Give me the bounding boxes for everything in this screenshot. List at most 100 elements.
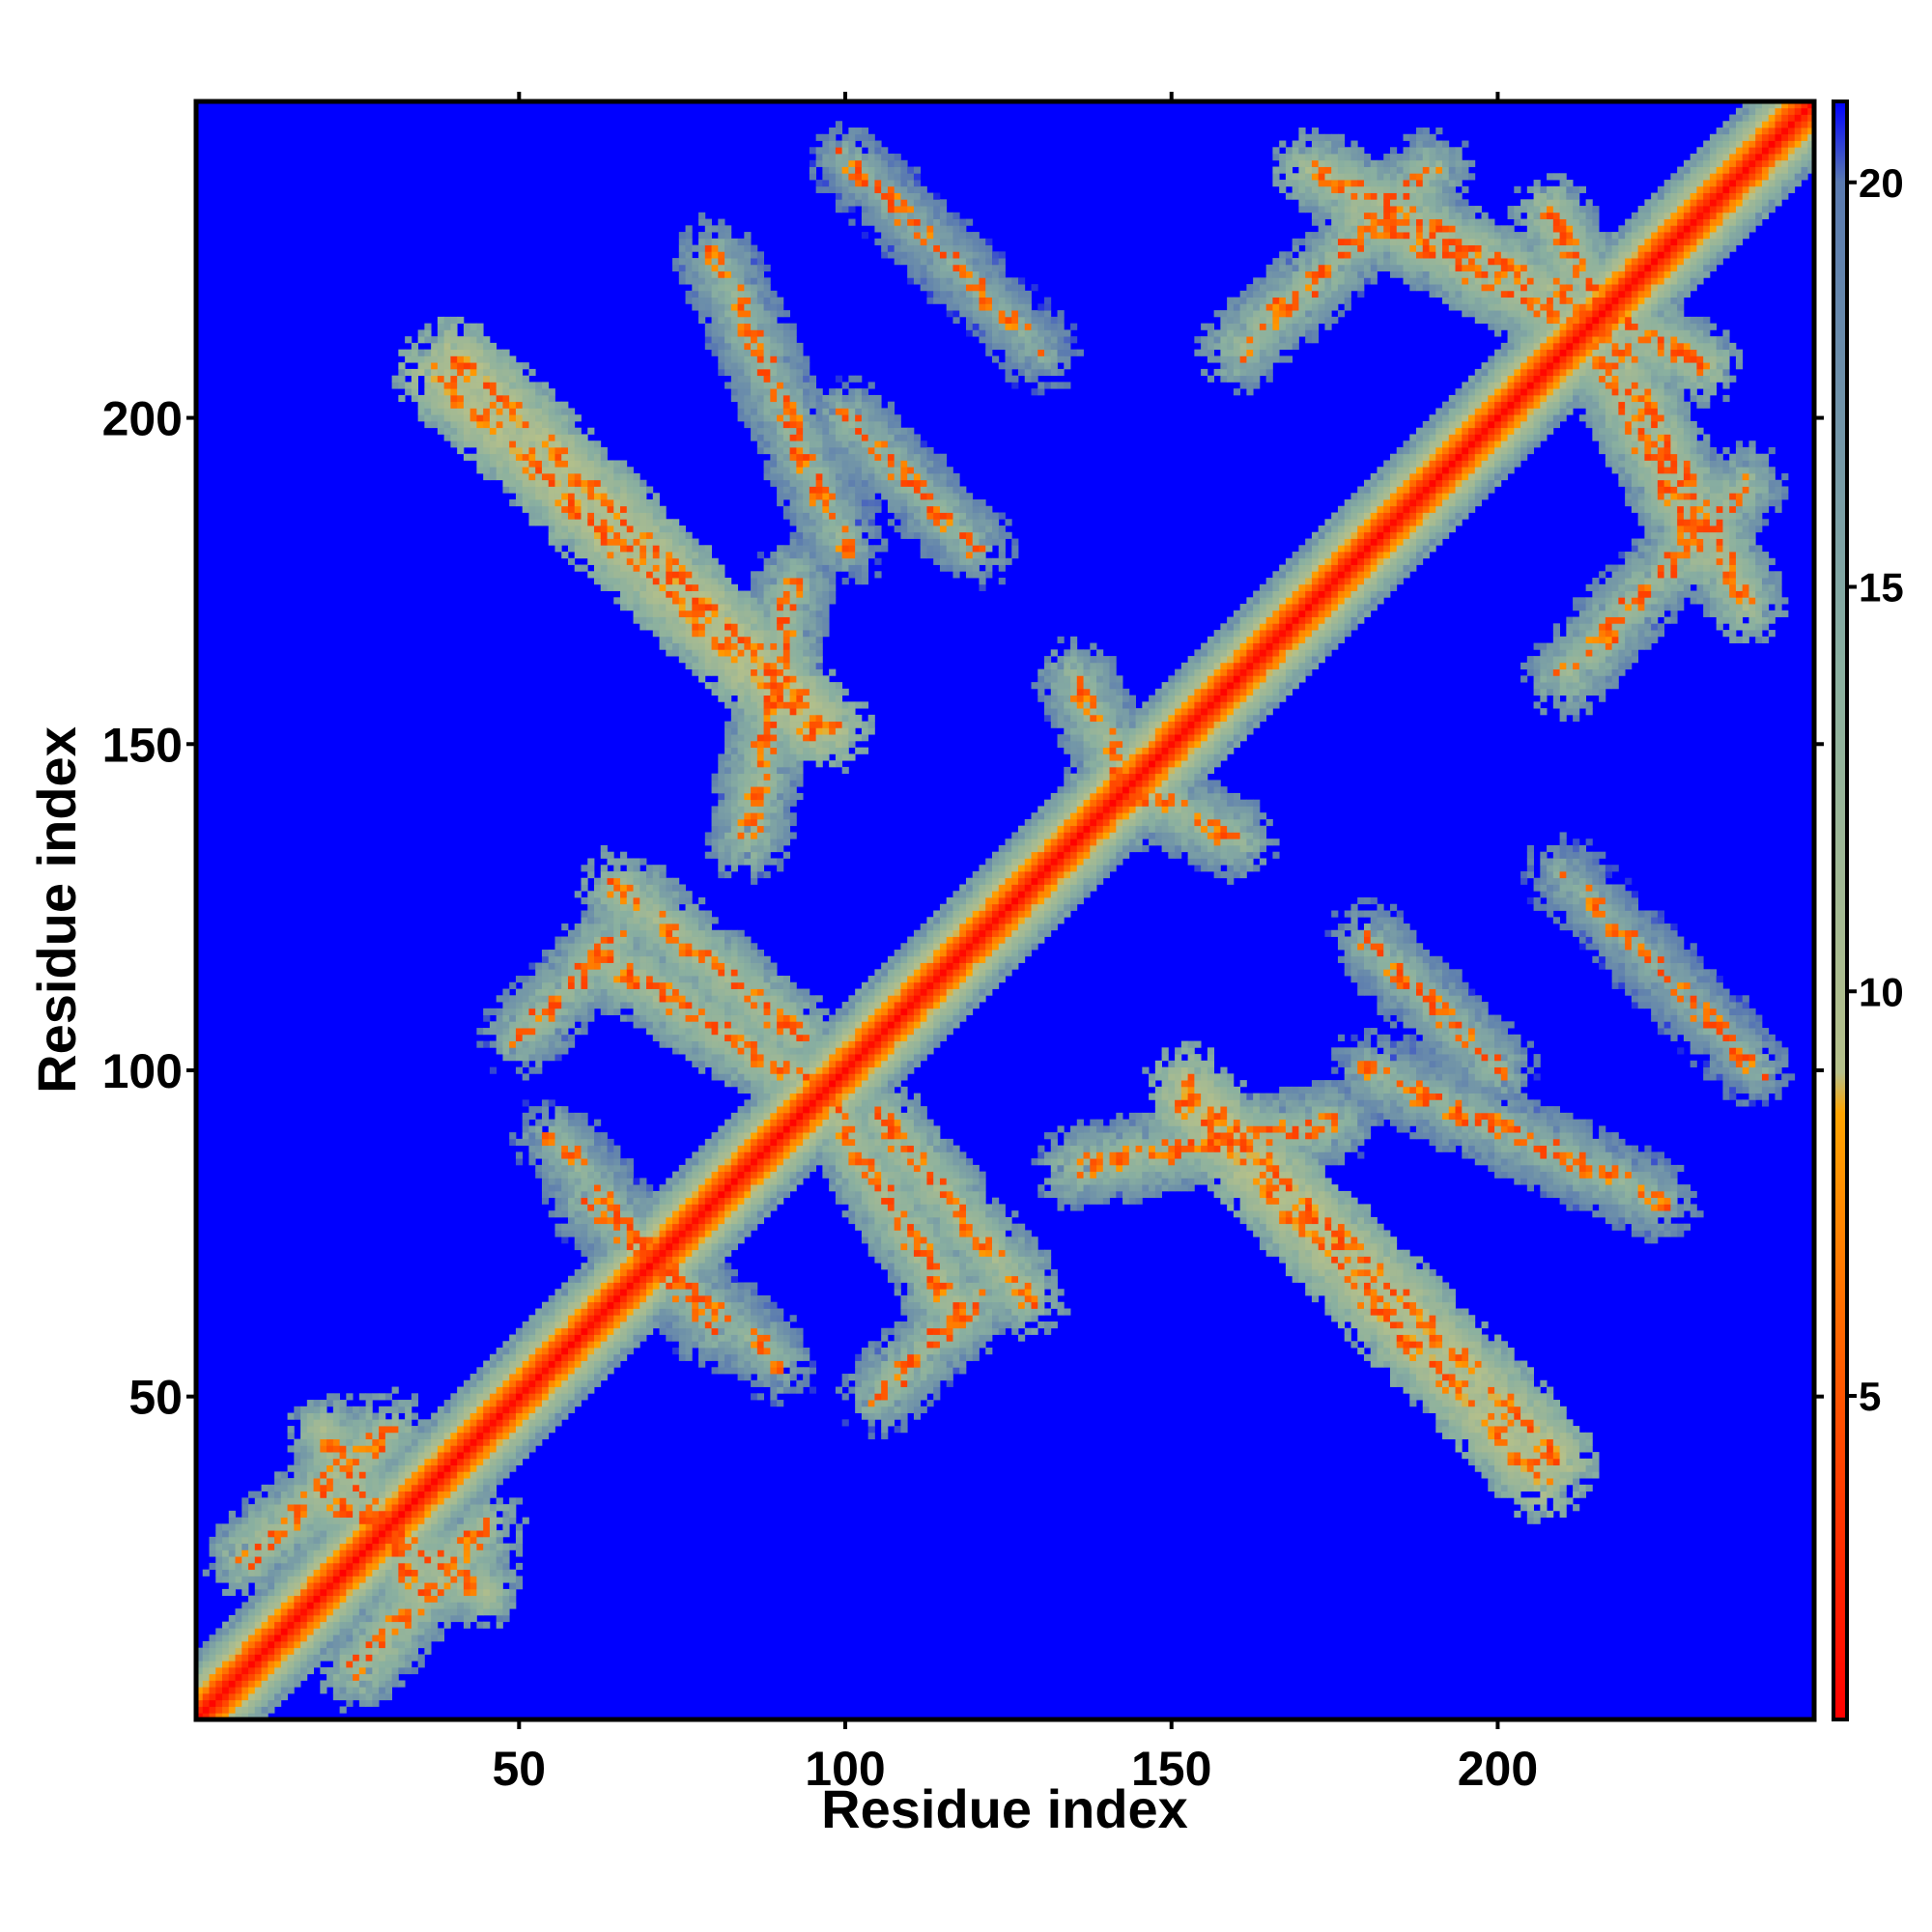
heatmap-cell [424,1634,432,1642]
heatmap-cell [541,460,550,468]
heatmap-cell [672,917,680,924]
heatmap-cell [685,955,693,963]
heatmap-cell [561,1119,569,1126]
heatmap-cell [242,1536,249,1545]
heatmap-cell [646,1301,654,1309]
heatmap-cell [398,1647,406,1655]
heatmap-cell [730,610,738,617]
heatmap-cell [242,1647,249,1655]
heatmap-cell [567,1348,576,1355]
heatmap-cell [443,382,451,389]
heatmap-cell [300,1406,308,1413]
heatmap-cell [639,1289,647,1296]
heatmap-cell [242,1543,249,1550]
heatmap-cell [594,1210,602,1218]
heatmap-cell [287,1687,295,1694]
heatmap-cell [515,1002,524,1009]
heatmap-cell [398,1576,406,1583]
heatmap-cell [443,1452,451,1460]
heatmap-cell [711,773,719,781]
heatmap-cell [358,1412,366,1420]
heatmap-cell [698,1028,706,1036]
heatmap-cell [613,858,621,866]
heatmap-cell [522,1367,529,1375]
heatmap-cell [730,394,738,403]
heatmap-cell [704,910,712,918]
heatmap-cell [574,1223,582,1231]
heatmap-cell [561,1393,569,1401]
heatmap-cell [502,355,510,363]
heatmap-cell [704,988,712,996]
heatmap-cell [450,1576,458,1583]
heatmap-cell [496,467,503,474]
heatmap-cell [718,818,725,827]
heatmap-cell [685,1353,693,1361]
heatmap-cell [405,1576,412,1583]
heatmap-cell [535,1374,543,1381]
heatmap-cell [535,427,543,435]
heatmap-cell [463,408,471,415]
heatmap-cell [515,1400,524,1407]
heatmap-cell [652,1190,660,1199]
heatmap-cell [594,943,602,951]
heatmap-cell [463,342,471,351]
heatmap-cell [515,1008,524,1015]
heatmap-cell [554,1419,562,1427]
heatmap-cell [313,1640,321,1649]
heatmap-cell [698,270,706,278]
heatmap-cell [548,976,555,983]
heatmap-cell [718,695,725,702]
heatmap-cell [443,1419,451,1427]
heatmap-cell [417,1634,425,1642]
heatmap-cell [248,1569,256,1577]
heatmap-cell [287,1549,295,1557]
heatmap-cell [724,962,732,970]
heatmap-cell [711,682,719,690]
heatmap-cell [209,1634,216,1642]
heatmap-cell [581,1327,588,1335]
heatmap-cell [548,955,555,963]
heatmap-cell [384,1536,393,1545]
heatmap-cell [541,1028,550,1036]
heatmap-cell [274,1634,282,1642]
heatmap-cell [718,264,725,271]
heatmap-cell [666,1289,673,1296]
heatmap-cell [541,1054,550,1062]
heatmap-cell [535,1138,543,1147]
heatmap-cell [443,1588,451,1597]
heatmap-cell [587,446,595,455]
heatmap-cell [476,467,484,474]
heatmap-cell [672,590,680,598]
heatmap-cell [666,1178,673,1185]
heatmap-cell [411,1510,419,1519]
heatmap-cell [698,1060,706,1067]
heatmap-cell [685,1021,693,1029]
heatmap-cell [685,545,693,553]
heatmap-cell [711,851,719,859]
heatmap-cell [502,988,510,996]
heatmap-cell [528,382,536,389]
heatmap-cell [704,225,712,233]
heatmap-cell [594,929,602,937]
heatmap-cell [535,408,543,415]
heatmap-cell [666,1249,673,1257]
heatmap-cell [228,1654,236,1662]
heatmap-cell [711,1066,719,1074]
heatmap-cell [587,1275,595,1283]
heatmap-cell [554,1374,562,1381]
heatmap-cell [202,1666,210,1675]
heatmap-cell [398,368,406,377]
heatmap-cell [222,1628,230,1635]
heatmap-cell [561,1282,569,1290]
heatmap-cell [620,950,628,957]
heatmap-cell [261,1595,269,1603]
heatmap-cell [509,408,517,415]
heatmap-cell [509,394,517,403]
heatmap-cell [587,1242,595,1251]
heatmap-cell [587,1164,595,1173]
heatmap-cell [692,1028,699,1036]
heatmap-cell [659,1230,667,1237]
heatmap-cell [704,1184,712,1192]
heatmap-cell [248,1666,256,1675]
heatmap-cell [724,336,732,344]
